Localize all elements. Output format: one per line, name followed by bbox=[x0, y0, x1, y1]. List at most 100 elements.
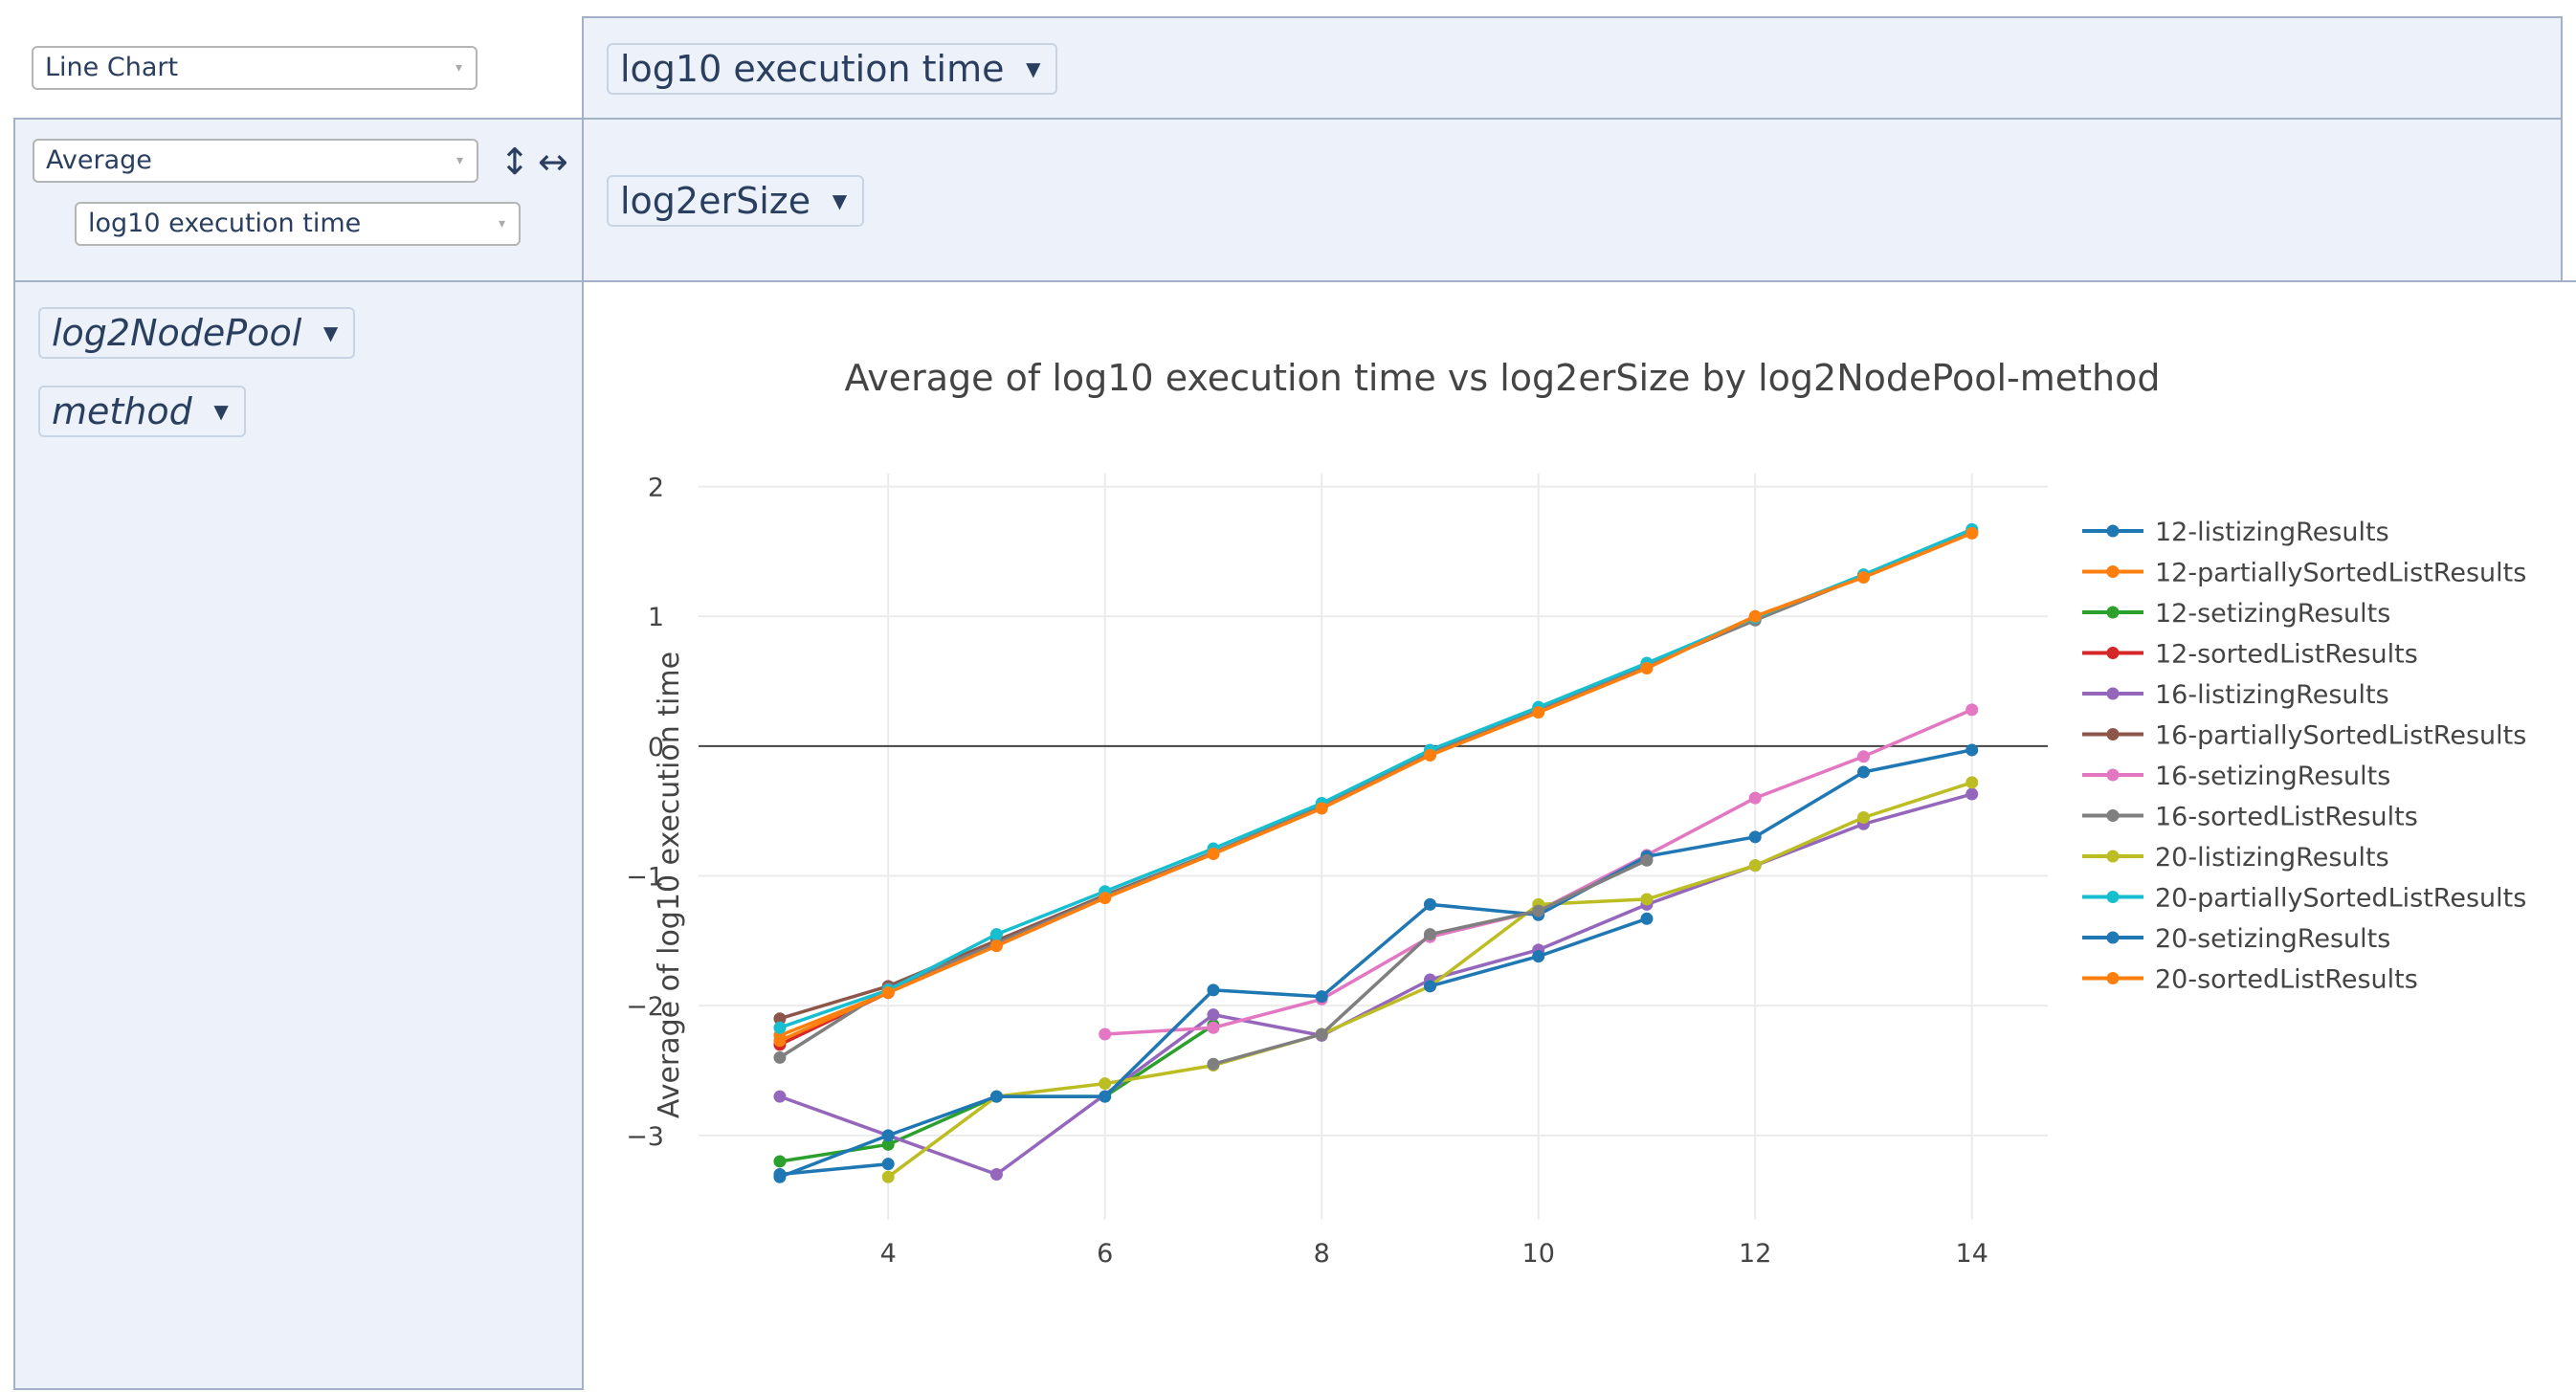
data-point[interactable] bbox=[1315, 1027, 1328, 1041]
chevron-down-icon: ▼ bbox=[832, 189, 848, 212]
group-variable-pill-2[interactable]: method ▼ bbox=[38, 386, 246, 437]
y-tick-label: −2 bbox=[626, 992, 664, 1022]
data-point[interactable] bbox=[1315, 802, 1328, 815]
data-point[interactable] bbox=[1748, 609, 1762, 623]
data-point[interactable] bbox=[881, 1138, 895, 1151]
data-point[interactable] bbox=[1856, 571, 1870, 585]
legend-item[interactable]: 20-partiallySortedListResults bbox=[2082, 884, 2526, 914]
legend-swatch-marker bbox=[2106, 687, 2120, 700]
group-variable-pill-1[interactable]: log2NodePool ▼ bbox=[38, 307, 356, 359]
legend-item[interactable]: 12-listizingResults bbox=[2082, 518, 2389, 547]
data-point[interactable] bbox=[1099, 892, 1112, 905]
legend-label: 12-partiallySortedListResults bbox=[2155, 559, 2526, 588]
data-point[interactable] bbox=[773, 1155, 787, 1168]
data-point[interactable] bbox=[1965, 776, 1979, 789]
data-point[interactable] bbox=[1423, 748, 1436, 762]
data-point[interactable] bbox=[1207, 847, 1220, 860]
data-point[interactable] bbox=[1207, 1057, 1220, 1071]
aggregation-select[interactable]: Average ▾ bbox=[33, 139, 478, 183]
series-20-setizingresults bbox=[773, 743, 1979, 1183]
legend-item[interactable]: 16-listizingResults bbox=[2082, 680, 2389, 710]
data-point[interactable] bbox=[1965, 703, 1979, 717]
data-point[interactable] bbox=[1856, 810, 1870, 824]
legend-item[interactable]: 20-sortedListResults bbox=[2082, 965, 2418, 995]
x-tick-label: 6 bbox=[1097, 1239, 1113, 1269]
data-point[interactable] bbox=[1532, 904, 1545, 917]
x-axis-panel: log2erSize ▼ bbox=[582, 118, 2563, 282]
data-point[interactable] bbox=[1099, 1027, 1112, 1041]
legend-swatch-marker bbox=[2106, 768, 2120, 782]
legend-item[interactable]: 12-partiallySortedListResults bbox=[2082, 559, 2526, 588]
data-point[interactable] bbox=[989, 928, 1003, 941]
data-point[interactable] bbox=[773, 1034, 787, 1048]
data-point[interactable] bbox=[881, 986, 895, 1000]
data-point[interactable] bbox=[989, 1090, 1003, 1103]
data-point[interactable] bbox=[1965, 787, 1979, 801]
y-tick-label: 0 bbox=[648, 733, 664, 762]
y-tick-label: −1 bbox=[626, 863, 664, 893]
data-point[interactable] bbox=[989, 1168, 1003, 1182]
data-point[interactable] bbox=[1207, 1008, 1220, 1022]
data-point[interactable] bbox=[1207, 1021, 1220, 1034]
chart-panel: Average of log10 execution time vs log2e… bbox=[582, 280, 2576, 1390]
data-point[interactable] bbox=[881, 1129, 895, 1142]
y-axis-panel: log10 execution time ▼ bbox=[582, 16, 2563, 120]
y-tick-label: −3 bbox=[626, 1122, 664, 1152]
x-tick-label: 12 bbox=[1739, 1239, 1771, 1269]
aggregation-column-select[interactable]: log10 execution time ▾ bbox=[75, 202, 521, 246]
series-unnamed bbox=[1423, 912, 1654, 993]
data-point[interactable] bbox=[773, 1050, 787, 1064]
data-point[interactable] bbox=[1099, 1077, 1112, 1091]
legend-item[interactable]: 12-sortedListResults bbox=[2082, 640, 2418, 670]
grid bbox=[699, 474, 2048, 1220]
data-point[interactable] bbox=[1856, 750, 1870, 763]
data-point[interactable] bbox=[1532, 706, 1545, 719]
data-point[interactable] bbox=[773, 1012, 787, 1026]
flip-vertical-icon[interactable]: ↕ bbox=[500, 141, 530, 183]
data-point[interactable] bbox=[881, 1170, 895, 1183]
x-variable-pill[interactable]: log2erSize ▼ bbox=[607, 175, 865, 227]
flip-horizontal-icon[interactable]: ↔ bbox=[538, 141, 568, 183]
legend-label: 20-setizingResults bbox=[2155, 924, 2390, 954]
x-tick-label: 8 bbox=[1314, 1239, 1330, 1269]
aggregation-value: Average bbox=[46, 145, 152, 175]
data-point[interactable] bbox=[1532, 950, 1545, 963]
chart-type-select[interactable]: Line Chart ▾ bbox=[32, 46, 477, 90]
data-point[interactable] bbox=[1640, 912, 1654, 925]
data-point[interactable] bbox=[1423, 980, 1436, 993]
data-point[interactable] bbox=[1965, 526, 1979, 540]
data-point[interactable] bbox=[1640, 893, 1654, 906]
data-point[interactable] bbox=[989, 939, 1003, 953]
data-point[interactable] bbox=[1748, 791, 1762, 805]
legend-item[interactable]: 16-partiallySortedListResults bbox=[2082, 721, 2526, 751]
series-20-sortedlistresults bbox=[773, 526, 1979, 1048]
data-point[interactable] bbox=[1207, 983, 1220, 997]
legend-label: 20-partiallySortedListResults bbox=[2155, 884, 2526, 914]
legend-item[interactable]: 20-setizingResults bbox=[2082, 924, 2390, 954]
data-point[interactable] bbox=[773, 1090, 787, 1103]
series-lines bbox=[773, 522, 1979, 1183]
data-point[interactable] bbox=[1856, 765, 1870, 779]
data-point[interactable] bbox=[1423, 928, 1436, 941]
data-point[interactable] bbox=[773, 1170, 787, 1183]
legend-item[interactable]: 12-setizingResults bbox=[2082, 599, 2390, 629]
legend-item[interactable]: 16-sortedListResults bbox=[2082, 803, 2418, 832]
legend-item[interactable]: 16-setizingResults bbox=[2082, 762, 2390, 791]
data-point[interactable] bbox=[773, 1021, 787, 1034]
data-point[interactable] bbox=[1315, 990, 1328, 1004]
legend-label: 12-setizingResults bbox=[2155, 599, 2390, 629]
group-variable-label-1: log2NodePool bbox=[52, 312, 302, 354]
data-point[interactable] bbox=[1640, 661, 1654, 674]
data-point[interactable] bbox=[1748, 859, 1762, 873]
aggregation-panel: Average ▾ ↕ ↔ log10 execution time ▾ bbox=[13, 118, 584, 282]
chevron-down-icon: ▼ bbox=[322, 321, 339, 344]
data-point[interactable] bbox=[881, 1158, 895, 1171]
data-point[interactable] bbox=[1748, 830, 1762, 844]
legend-item[interactable]: 20-listizingResults bbox=[2082, 843, 2389, 873]
legend-label: 16-partiallySortedListResults bbox=[2155, 721, 2526, 751]
data-point[interactable] bbox=[1965, 743, 1979, 757]
data-point[interactable] bbox=[1640, 853, 1654, 867]
data-point[interactable] bbox=[1099, 1090, 1112, 1103]
data-point[interactable] bbox=[1423, 897, 1436, 911]
y-variable-pill[interactable]: log10 execution time ▼ bbox=[607, 43, 1058, 95]
